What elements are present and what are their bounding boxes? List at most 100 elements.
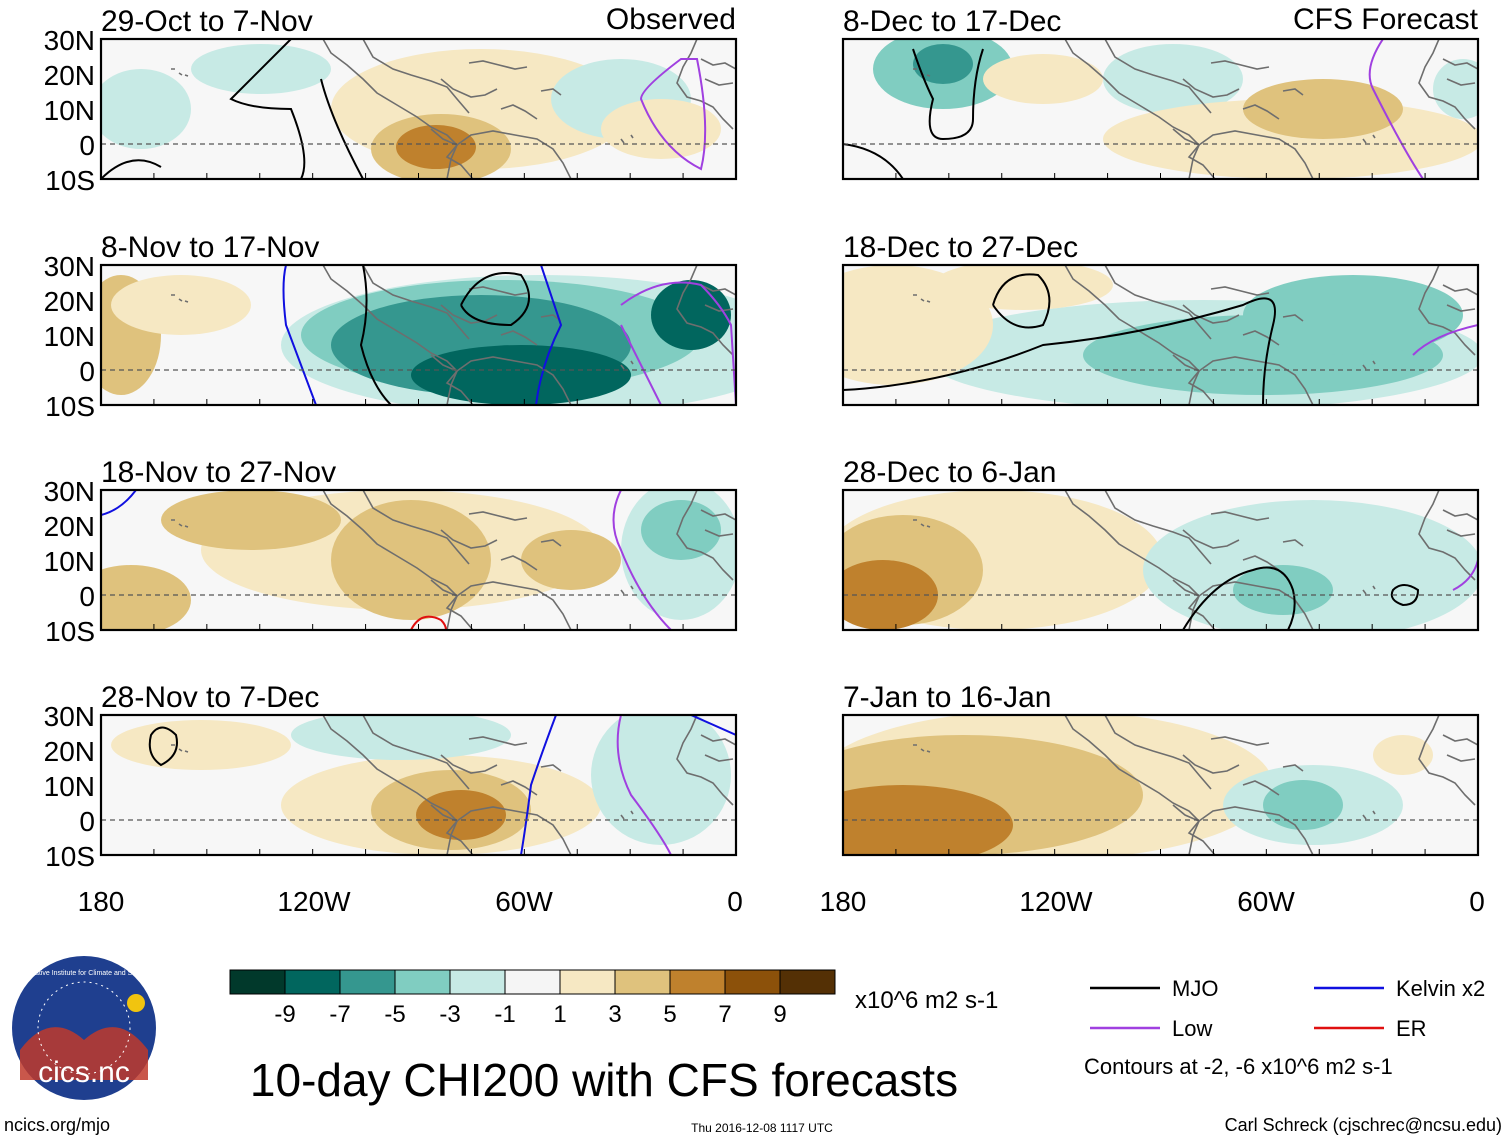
colorbar-swatch [449,969,506,995]
lat-tick: 30N [44,25,95,56]
colorbar-label: -3 [439,1001,460,1028]
contour-line [101,490,137,516]
contour-line [282,265,563,405]
legend-label: Kelvin x2 [1396,976,1485,1001]
anomaly-blob [1433,59,1478,119]
panel-period: 29-Oct to 7-Nov [101,5,313,38]
lat-tick: 0 [79,806,95,837]
colorbar-label: -1 [494,1001,515,1028]
contour-line [843,273,1276,405]
lon-tick-180: 180 [820,886,867,917]
anomaly-blob [1263,780,1343,830]
legend-label: ER [1396,1016,1427,1041]
anomaly-blob [1143,500,1478,630]
legend-label: Low [1172,1016,1212,1041]
contour-line [1412,324,1478,356]
lat-tick: 20N [44,286,95,317]
logo-ring [37,981,131,1075]
panel-fill [101,39,736,179]
lat-tick: 30N [44,701,95,732]
anomaly-blob [411,345,631,405]
panel-fill [843,715,1478,855]
map-panel: 8-Dec to 17-Dec [841,5,1480,181]
logo-mountain [20,1027,148,1080]
lat-tick: 10S [45,165,95,196]
anomaly-blob [521,530,621,590]
contour-line [620,281,736,405]
lat-tick: 10N [44,771,95,802]
map-panel: 7-Jan to 16-Jan [841,681,1480,857]
anomaly-blob [161,490,341,550]
footer-timestamp: Thu 2016-12-08 1117 UTC [691,1121,833,1135]
anomaly-blob [983,54,1103,104]
panel-fill [843,265,1478,405]
anomaly-blob [396,125,476,169]
contour-legend: MJO Kelvin x2 Low ER [1090,976,1485,1041]
forecast-label: CFS Forecast [1293,3,1479,36]
observed-label: Observed [606,3,736,36]
panel-period: 28-Nov to 7-Dec [101,681,319,714]
panel-fill [101,490,736,630]
colorbar-units: x10^6 m2 s-1 [855,987,998,1014]
lat-tick: 20N [44,60,95,91]
colorbar-swatch [504,969,561,995]
lat-tick: 10N [44,321,95,352]
colorbar-label: 3 [608,1001,621,1028]
colorbar-swatch [669,969,726,995]
colorbar-label: 7 [718,1001,731,1028]
anomaly-blob [1103,44,1243,114]
map-panel: 28-Dec to 6-Jan [841,456,1480,632]
legend-label: MJO [1172,976,1218,1001]
anomaly-blob [641,500,721,560]
lat-tick: 0 [79,130,95,161]
anomaly-blob [111,275,251,335]
panel-period: 7-Jan to 16-Jan [843,681,1051,714]
anomaly-blob [416,790,506,840]
anomaly-blob [601,99,721,159]
colorbar-swatch [614,969,671,995]
lat-tick: 10N [44,95,95,126]
anomaly-blob [101,69,191,149]
colorbar-label: -7 [329,1001,350,1028]
lat-tick: 0 [79,581,95,612]
colorbar-swatch [284,969,341,995]
lon-tick-120w: 120W [277,886,351,917]
anomaly-blob [933,265,1113,310]
contour-line [520,715,736,855]
colorbar: -9 -7 -5 -3 -1 1 3 5 7 9 [229,969,836,1028]
panel-period: 8-Dec to 17-Dec [843,5,1061,38]
contour-line [616,715,672,855]
lat-tick: 0 [79,356,95,387]
colorbar-label: -5 [384,1001,405,1028]
contour-line [1368,39,1424,179]
colorbar-label: 1 [553,1001,566,1028]
lon-tick-60w: 60W [1237,886,1295,917]
anomaly-blob [591,715,731,845]
contour-note: Contours at -2, -6 x10^6 m2 s-1 [1084,1054,1393,1079]
colorbar-swatch [339,969,396,995]
anomaly-blob [1243,79,1403,139]
lat-tick: 10S [45,841,95,872]
main-title: 10-day CHI200 with CFS forecasts [250,1054,958,1106]
anomaly-blob [1233,565,1333,615]
lon-tick-0: 0 [1469,886,1485,917]
colorbar-swatch [229,969,286,995]
contour-line [612,490,672,630]
panel-period: 8-Nov to 17-Nov [101,231,319,264]
colorbar-swatch [559,969,616,995]
lat-tick: 20N [44,511,95,542]
lat-tick: 20N [44,736,95,767]
map-panel: 18-Dec to 27-Dec [841,231,1480,407]
logo-ring-text: Cooperative Institute for Climate and Sa… [12,970,156,977]
lat-tick: 10S [45,391,95,422]
anomaly-blob [1373,735,1433,775]
logo-text: cics.nc [38,1056,130,1089]
colorbar-label: 5 [663,1001,676,1028]
colorbar-label: -9 [274,1001,295,1028]
anomaly-blob [843,785,1013,855]
anomaly-blob [291,715,511,760]
contour-line [101,39,364,179]
